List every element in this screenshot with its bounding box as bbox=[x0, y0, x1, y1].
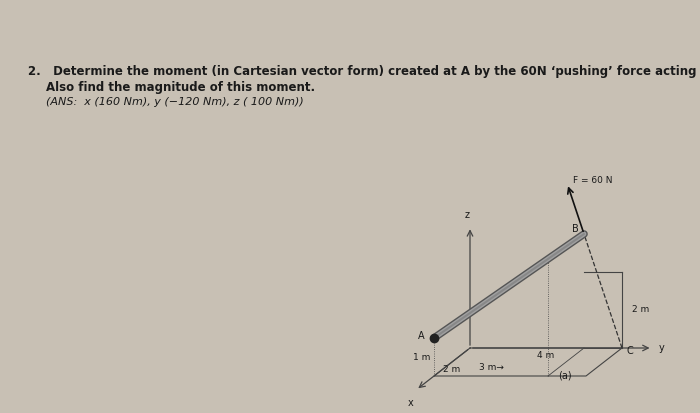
Text: 2.   Determine the moment (in Cartesian vector form) created at A by the 60N ‘pu: 2. Determine the moment (in Cartesian ve… bbox=[28, 65, 700, 78]
Text: A: A bbox=[418, 331, 424, 341]
Text: z: z bbox=[465, 210, 470, 221]
Text: Also find the magnitude of this moment.: Also find the magnitude of this moment. bbox=[46, 81, 315, 94]
Text: C: C bbox=[626, 346, 634, 356]
Text: 2 m: 2 m bbox=[632, 306, 650, 315]
Text: 2 m: 2 m bbox=[443, 366, 461, 375]
Text: 4 m: 4 m bbox=[538, 351, 554, 361]
Text: 3 m→: 3 m→ bbox=[479, 363, 503, 373]
Text: x: x bbox=[408, 398, 414, 408]
Text: y: y bbox=[659, 343, 664, 353]
Text: 1 m: 1 m bbox=[413, 353, 430, 361]
Text: (ANS:  x (160 Nm), y (−120 Nm), z ( 100 Nm)): (ANS: x (160 Nm), y (−120 Nm), z ( 100 N… bbox=[46, 97, 304, 107]
Text: F = 60 N: F = 60 N bbox=[573, 176, 612, 185]
Text: B: B bbox=[572, 224, 578, 234]
Text: (a): (a) bbox=[558, 370, 572, 380]
